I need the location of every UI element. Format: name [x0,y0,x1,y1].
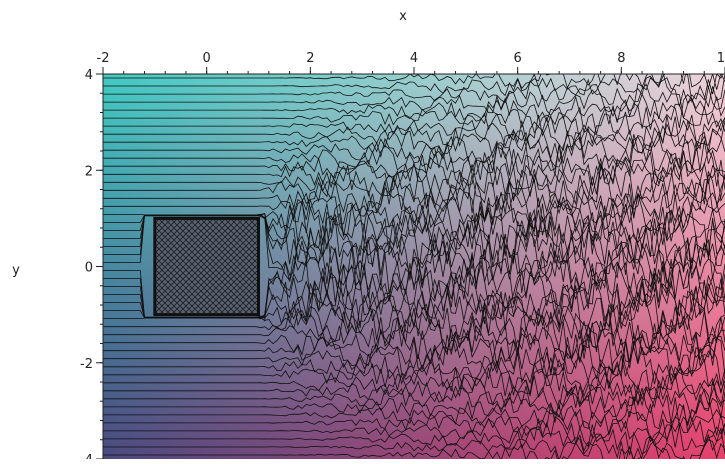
streamline [103,172,725,227]
streamline-group [103,74,725,459]
y-axis-label: y [12,263,20,278]
y-tick-label: 0 [85,261,93,276]
x-tick-label: 8 [617,51,625,66]
streamline [103,416,725,448]
x-tick-label: 6 [514,51,522,66]
x-tick-label: 0 [203,51,211,66]
streamline [103,152,725,197]
x-axis-label: x [399,9,407,24]
y-tick-label: 4 [85,68,93,83]
streamline [103,74,724,104]
square-obstacle [153,216,260,317]
streamline [103,404,725,443]
streamline [103,290,725,346]
streamline [103,179,725,232]
streamline [103,370,725,410]
streamline [103,214,725,292]
streamline [103,165,725,217]
streamline [103,74,725,90]
streamline [103,360,725,407]
y-tick-label: 2 [85,164,93,179]
streamline [103,379,725,422]
gradient-background [103,74,725,459]
streamline [103,320,725,366]
streamline [103,427,725,459]
streamline [103,74,725,112]
streamline [103,387,725,429]
streamline [103,93,725,128]
x-tick-label: 2 [306,51,314,66]
streamline [103,115,725,152]
streamline [103,157,725,207]
streamline [103,136,725,178]
y-tick-label: -4 [80,453,93,459]
streamline [103,142,725,190]
streamline [103,324,725,377]
streamline [103,439,725,459]
obstacle-square [153,216,260,317]
x-tick-label: -2 [97,51,110,66]
y-tick-label: -2 [80,357,93,372]
streamline [103,309,725,361]
x-tick-label: 10 [717,51,725,66]
streamline [103,126,725,171]
x-tick-label: 4 [410,51,418,66]
streamline [103,344,725,390]
streamline [103,423,725,456]
streamline [103,83,725,119]
streamline [103,349,725,400]
streamline [103,300,725,354]
streamline [103,111,725,146]
streamline [103,121,725,163]
